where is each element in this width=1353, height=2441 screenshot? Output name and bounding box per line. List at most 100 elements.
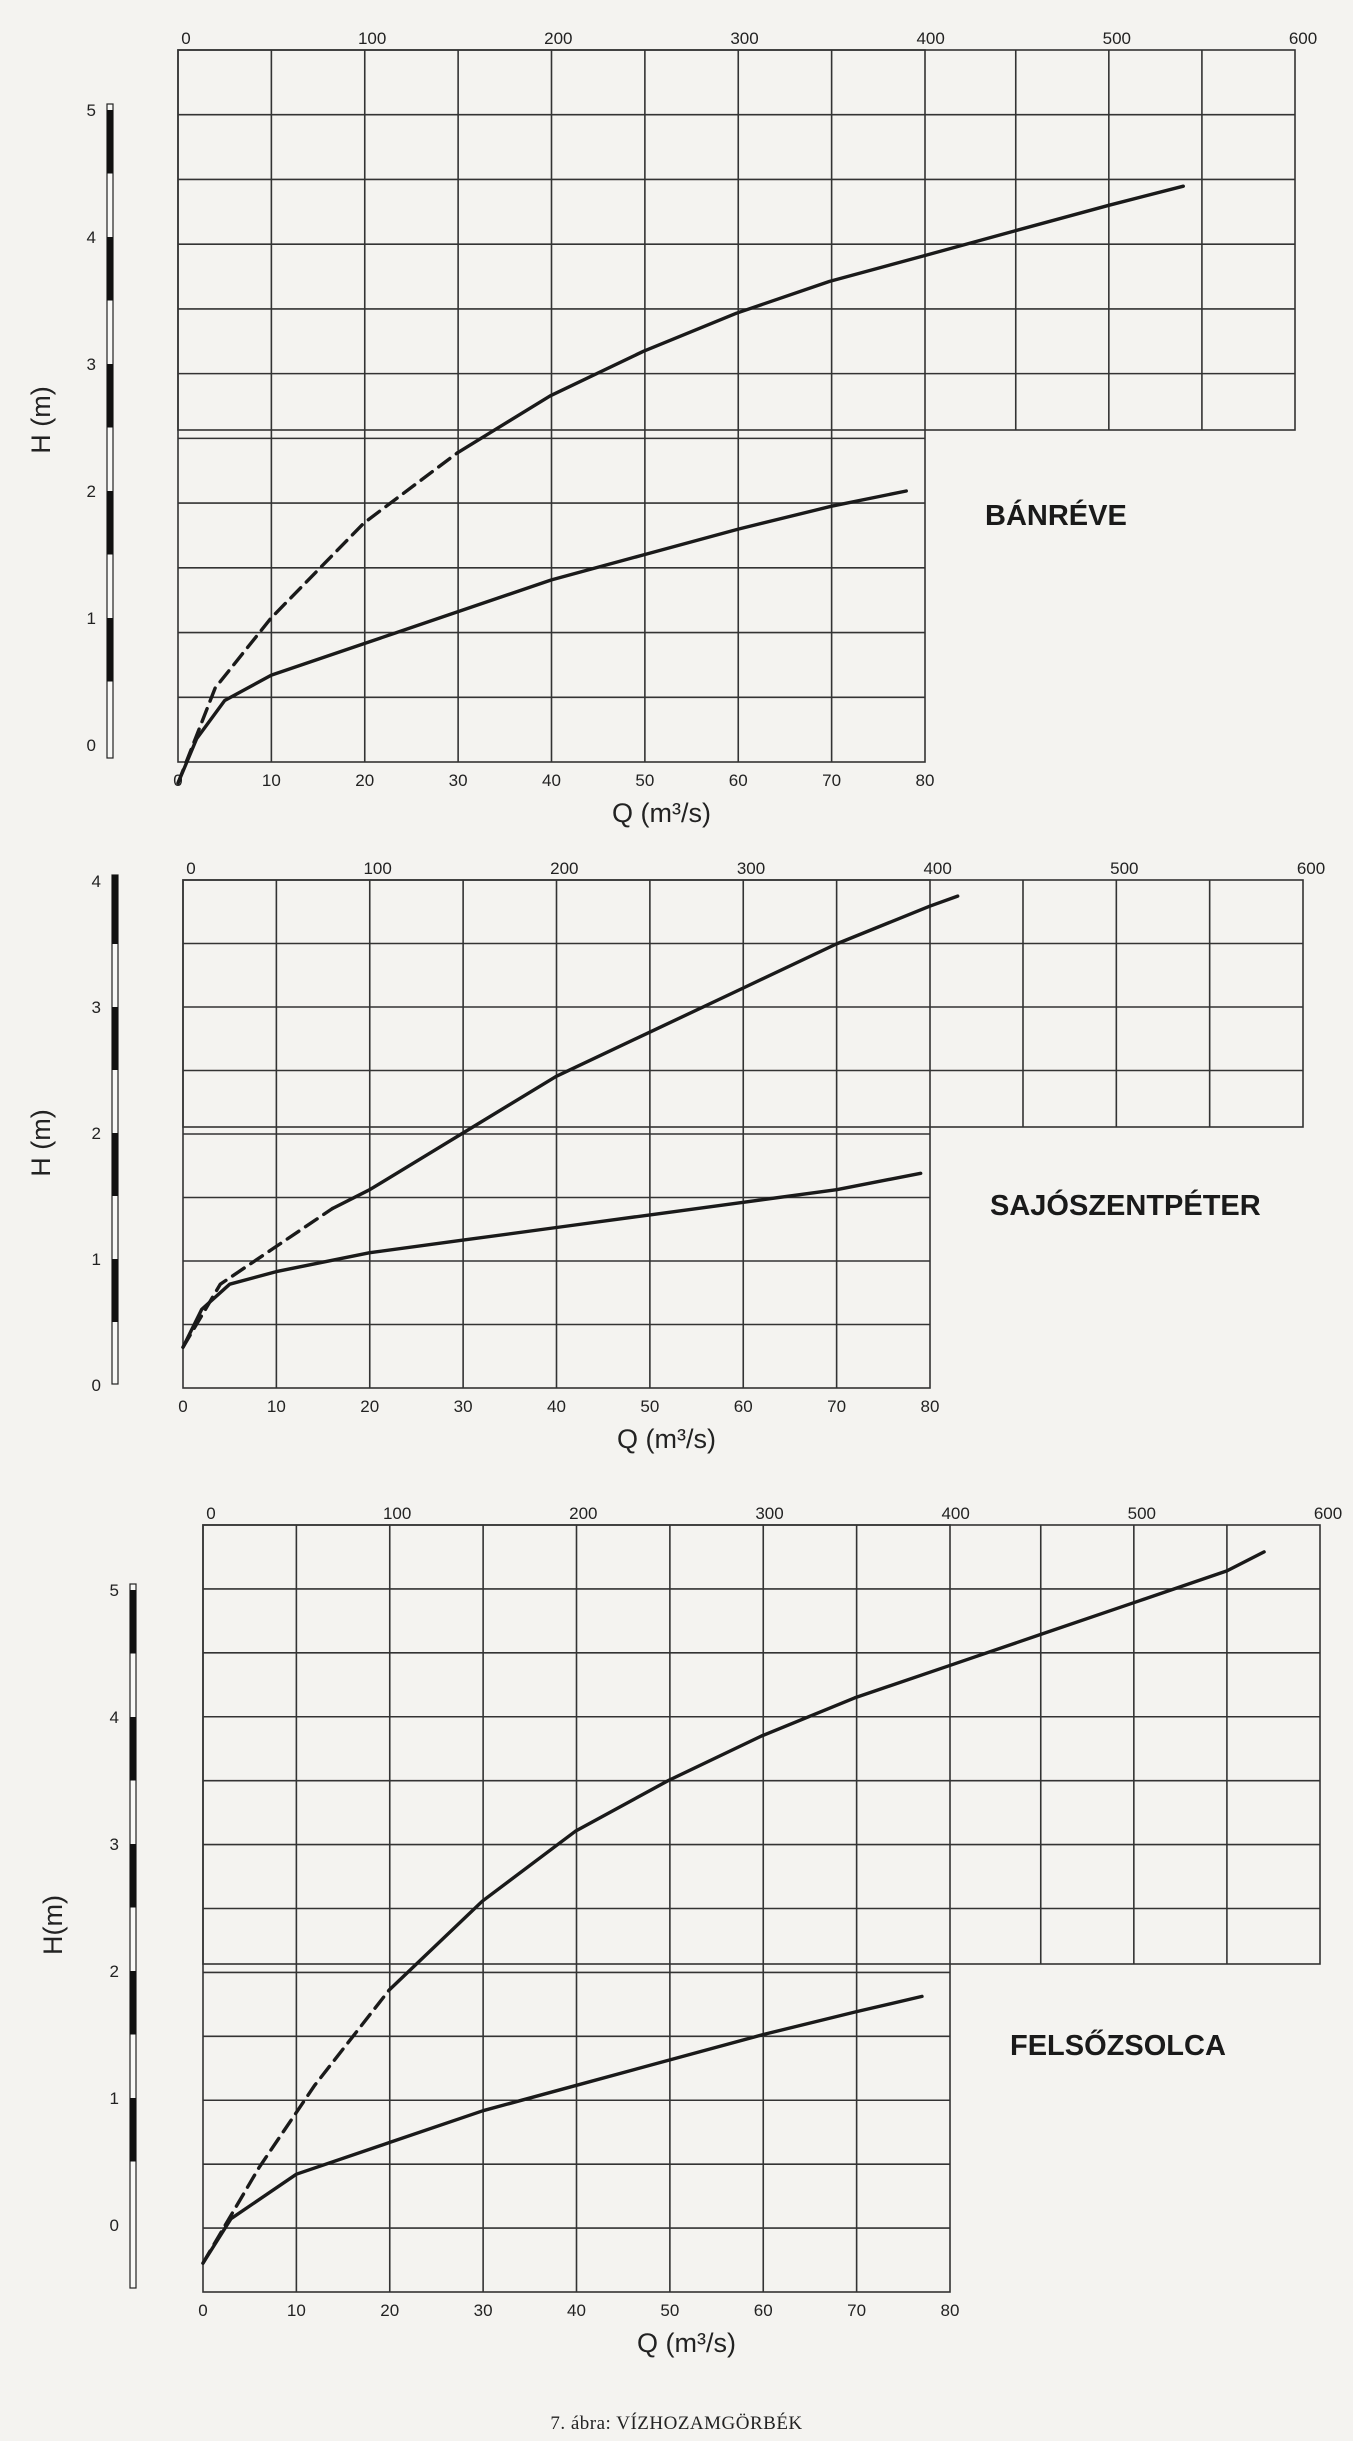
y-tick-label: 4 [110, 1708, 119, 1727]
rating-curve [330, 894, 960, 1211]
x-top-tick-label: 200 [550, 859, 578, 878]
rating-curve-dashed [176, 451, 459, 785]
rating-curve [387, 1550, 1266, 1992]
x-top-tick-label: 300 [755, 1504, 783, 1523]
x-top-tick-label: 100 [383, 1504, 411, 1523]
x-bottom-tick-label: 0 [198, 2301, 207, 2320]
x-bottom-tick-label: 70 [822, 771, 841, 790]
y-tick-label: 1 [92, 1250, 101, 1269]
x-bottom-tick-label: 50 [660, 2301, 679, 2320]
x-bottom-tick-label: 60 [734, 1397, 753, 1416]
y-tick-label: 5 [110, 1581, 119, 1600]
x-bottom-tick-label: 0 [178, 1397, 187, 1416]
x-top-tick-label: 100 [358, 29, 386, 48]
x-axis-label: Q (m³/s) [612, 798, 711, 828]
y-tick-label: 3 [110, 1835, 119, 1854]
x-bottom-tick-label: 80 [921, 1397, 940, 1416]
gauge-staff-mark [130, 1717, 136, 1781]
gauge-staff-mark [130, 1844, 136, 1908]
x-bottom-tick-label: 20 [360, 1397, 379, 1416]
y-tick-label: 0 [92, 1376, 101, 1395]
x-bottom-tick-label: 50 [640, 1397, 659, 1416]
chart-panel-1: 0 10 20 30 40 50 60 70 800 100 200 300 400 500 6000123… [26, 29, 1317, 828]
x-bottom-tick-label: 20 [355, 771, 374, 790]
gauge-staff-mark [112, 1259, 118, 1322]
x-bottom-tick-label: 30 [474, 2301, 493, 2320]
gauge-staff-mark [107, 618, 113, 682]
x-top-tick-label: 300 [737, 859, 765, 878]
x-bottom-tick-label: 60 [754, 2301, 773, 2320]
chart-panel-2: 0 10 20 30 40 50 60 70 80 0 100 200 300 400 500 600 0 1 2 3… [26, 859, 1325, 1454]
x-bottom-tick-label: 20 [380, 2301, 399, 2320]
y-axis-label: H(m) [38, 1895, 68, 1955]
gauge-staff [106, 103, 114, 759]
figure-caption: 7. ábra: VÍZHOZAMGÖRBÉK [550, 2413, 803, 2434]
station-label: FELSŐZSOLCA [1010, 2028, 1226, 2062]
rating-curve [455, 184, 1185, 455]
gauge-staff-mark [112, 875, 118, 938]
grid [177, 49, 1296, 763]
rating-curve [201, 1994, 924, 2265]
x-top-tick-label: 0 [181, 29, 190, 48]
gauge-staff-mark [130, 2098, 136, 2162]
gauge-staff-mark [112, 1007, 118, 1070]
station-label: BÁNRÉVE [985, 498, 1127, 532]
x-bottom-tick-label: 80 [941, 2301, 960, 2320]
x-bottom-tick-label: 10 [287, 2301, 306, 2320]
rating-curve-dashed [201, 1988, 391, 2265]
grid [202, 1524, 1321, 2293]
y-axis-label: H (m) [26, 1109, 56, 1176]
rating-curve [181, 1171, 923, 1349]
x-top-tick-label: 600 [1289, 29, 1317, 48]
y-axis-label: H (m) [26, 386, 56, 453]
x-top-tick-label: 300 [730, 29, 758, 48]
grid-frame-upper [177, 49, 1296, 431]
x-bottom-tick-label: 80 [916, 771, 935, 790]
y-tick-label: 5 [87, 101, 96, 120]
grid-frame-upper [202, 1524, 1321, 1965]
x-axis-label: Q (m³/s) [617, 1424, 716, 1454]
x-axis-label: Q (m³/s) [637, 2328, 736, 2358]
gauge-staff [129, 1583, 137, 2289]
x-top-tick-label: 400 [941, 1504, 969, 1523]
gauge-staff-mark [112, 1133, 118, 1196]
x-top-tick-label: 500 [1128, 1504, 1156, 1523]
x-bottom-tick-label: 60 [729, 771, 748, 790]
x-bottom-tick-label: 10 [267, 1397, 286, 1416]
y-tick-label: 0 [110, 2216, 119, 2235]
x-bottom-tick-label: 30 [449, 771, 468, 790]
x-top-tick-label: 400 [916, 29, 944, 48]
x-bottom-tick-label: 70 [827, 1397, 846, 1416]
x-bottom-tick-label: 40 [567, 2301, 586, 2320]
gauge-staff-mark [130, 1590, 136, 1654]
x-bottom-tick-label: 10 [262, 771, 281, 790]
x-bottom-tick-label: 70 [847, 2301, 866, 2320]
gauge-staff-mark [107, 491, 113, 555]
x-top-tick-label: 200 [569, 1504, 597, 1523]
y-tick-label: 3 [92, 998, 101, 1017]
x-top-tick-label: 400 [923, 859, 951, 878]
y-tick-label: 1 [110, 2089, 119, 2108]
gauge-staff-mark [107, 364, 113, 428]
gauge-staff-mark [130, 1971, 136, 2035]
x-top-tick-label: 0 [186, 859, 195, 878]
x-top-tick-label: 200 [544, 29, 572, 48]
station-label: SAJÓSZENTPÉTER [990, 1188, 1261, 1222]
grid [182, 879, 1304, 1389]
x-bottom-tick-label: 30 [454, 1397, 473, 1416]
x-bottom-tick-label: 40 [547, 1397, 566, 1416]
x-top-tick-label: 100 [363, 859, 391, 878]
x-bottom-tick-label: 40 [542, 771, 561, 790]
x-top-tick-label: 600 [1314, 1504, 1342, 1523]
gauge-staff-mark [107, 110, 113, 174]
y-tick-label: 2 [92, 1124, 101, 1143]
rating-curve-dashed [181, 1206, 334, 1349]
y-tick-label: 3 [87, 355, 96, 374]
gauge-staff-mark [107, 237, 113, 301]
y-tick-label: 1 [87, 609, 96, 628]
rating-curve [176, 489, 908, 785]
y-tick-label: 0 [87, 736, 96, 755]
x-top-tick-label: 500 [1110, 859, 1138, 878]
